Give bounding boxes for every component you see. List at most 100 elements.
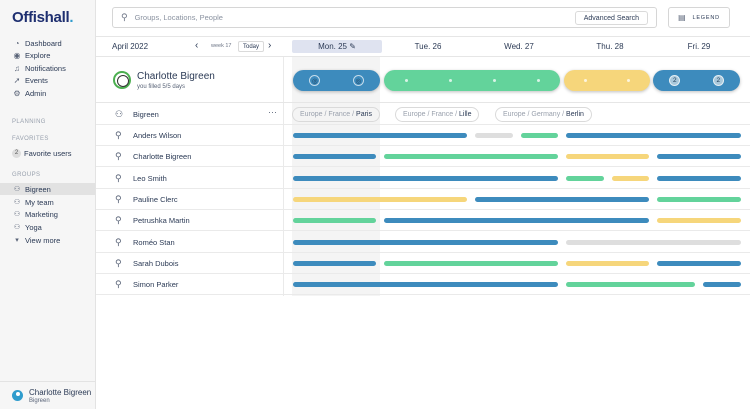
search-icon: ⚲ [121,12,128,22]
presence-bar [566,176,604,181]
presence-bar [566,133,741,138]
sidebar: Offishall. ◔ Dashboard ◉ Explore ♫ Notifica… [0,0,96,409]
person-icon: ⚲ [115,215,122,225]
nav-admin[interactable]: ⚙ Admin [13,88,47,98]
profile-name: Charlotte Bigreen [29,387,92,397]
my-name: Charlotte Bigreen [137,71,215,82]
day-header-thu: Thu. 28 [596,42,624,51]
person-icon: ⚲ [115,130,122,140]
today-button[interactable]: Today [238,41,265,52]
presence-bar [566,261,649,266]
group-item-marketing[interactable]: ⚇ Marketing [13,209,58,219]
day-header-wed: Wed. 27 [504,42,534,51]
user-profile[interactable]: Charlotte Bigreen Bigreen [0,381,95,409]
presence-bar [703,282,741,287]
week-label: week 17 [211,43,232,49]
legend-button[interactable]: ▤ LEGEND [668,7,730,28]
avatar [12,390,23,401]
presence-bar [657,176,741,181]
person-row[interactable]: ⚲ Simon Parker [96,274,750,296]
person-row[interactable]: ⚲ Pauline Clerc [96,189,750,211]
presence-bar [612,176,649,181]
fri-am-count: 2 [669,75,681,86]
tue-wed-slot-pill[interactable] [384,70,560,91]
caret-down-icon: ▾ [15,237,19,244]
person-row[interactable]: ⚲ Roméo Stan [96,232,750,254]
person-icon: ⚲ [115,151,122,161]
search-input[interactable]: ⚲ Groups, Locations, People Advanced Sea… [112,7,657,28]
group-item-bigreen[interactable]: ⚇ Bigreen [0,183,95,195]
favorite-users-item[interactable]: 2 Favorite users [0,147,95,159]
presence-bar [293,282,558,287]
location-chip-berlin[interactable]: Europe / Germany / Berlin [495,107,592,122]
group-item-yoga[interactable]: ⚇ Yoga [13,222,42,232]
group-name: Bigreen [133,110,159,119]
presence-bar [566,282,695,287]
thu-slot-pill[interactable] [564,70,650,91]
presence-bar [293,218,376,223]
person-icon: ⚲ [115,258,122,268]
planning-section-label: PLANNING [12,119,46,125]
presence-bar [293,133,467,138]
nav-notifications[interactable]: ♫ Notifications [14,63,66,73]
presence-bar [293,176,558,181]
presence-bar [293,240,558,245]
presence-bar [657,154,741,159]
search-placeholder: Groups, Locations, People [134,13,223,22]
fri-pm-count: 2 [712,75,724,86]
compass-icon: ◉ [13,51,21,61]
party-icon: ✎ [349,42,356,51]
person-icon: ⚲ [115,194,122,204]
group-item-my-team[interactable]: ⚇ My team [13,197,54,207]
person-row[interactable]: ⚲ Charlotte Bigreen [96,146,750,168]
person-icon: ⚲ [115,173,122,183]
top-bar: ⚲ Groups, Locations, People Advanced Sea… [96,0,750,37]
app-logo[interactable]: Offishall. [12,9,74,26]
presence-bar [384,218,649,223]
group-row: ⚇ Bigreen ··· Europe / France / Paris Eu… [96,104,750,126]
presence-bar [566,154,649,159]
group-icon: ⚇ [13,211,21,218]
presence-bar [657,197,741,202]
more-options-icon[interactable]: ··· [268,107,277,117]
nav-explore[interactable]: ◉ Explore [13,51,51,61]
next-week-icon[interactable]: › [268,40,272,51]
day-header-fri: Fri. 29 [687,42,711,51]
person-row[interactable]: ⚲ Petrushka Martin [96,210,750,232]
calendar-header: April 2022 ‹ week 17 Today › Mon. 25 ✎ T… [96,37,750,57]
presence-bar [657,261,741,266]
presence-bar [293,197,467,202]
mon-slot-pill[interactable]: ◎ ◎ [293,70,380,91]
group-icon: ⚇ [13,186,21,193]
favorites-section-label: FAVORITES [12,136,49,142]
presence-bar [384,154,558,159]
nav-events[interactable]: ➚ Events [13,76,48,86]
completion-ring-icon [113,71,131,89]
person-row[interactable]: ⚲ Sarah Dubois [96,253,750,275]
location-chip-lille[interactable]: Europe / France / Lille [395,107,480,122]
office-icon: ◎ [352,75,364,86]
profile-team: Bigreen [29,397,50,404]
presence-bar [657,218,741,223]
location-chip-paris[interactable]: Europe / France / Paris [292,107,380,122]
advanced-search-button[interactable]: Advanced Search [574,11,648,25]
presence-bar [566,240,741,245]
presence-bar [475,197,649,202]
prev-week-icon[interactable]: ‹ [195,40,199,51]
column-divider [283,57,284,296]
gear-icon: ⚙ [13,88,21,98]
person-row[interactable]: ⚲ Leo Smith [96,168,750,190]
presence-bar [475,133,513,138]
person-icon: ⚲ [115,279,122,289]
presence-bar [384,261,558,266]
fill-status: you filled 5/5 days [137,84,186,90]
view-more-link[interactable]: ▾ View more [0,234,95,246]
presence-bar [293,261,376,266]
groups-section-label: GROUPS [12,172,41,178]
bell-icon: ♫ [14,63,20,73]
month-label: April 2022 [112,42,149,51]
nav-dashboard[interactable]: ◔ Dashboard [12,37,92,50]
person-row[interactable]: ⚲ Anders Wilson [96,125,750,147]
day-header-mon: Mon. 25 ✎ [292,40,382,53]
